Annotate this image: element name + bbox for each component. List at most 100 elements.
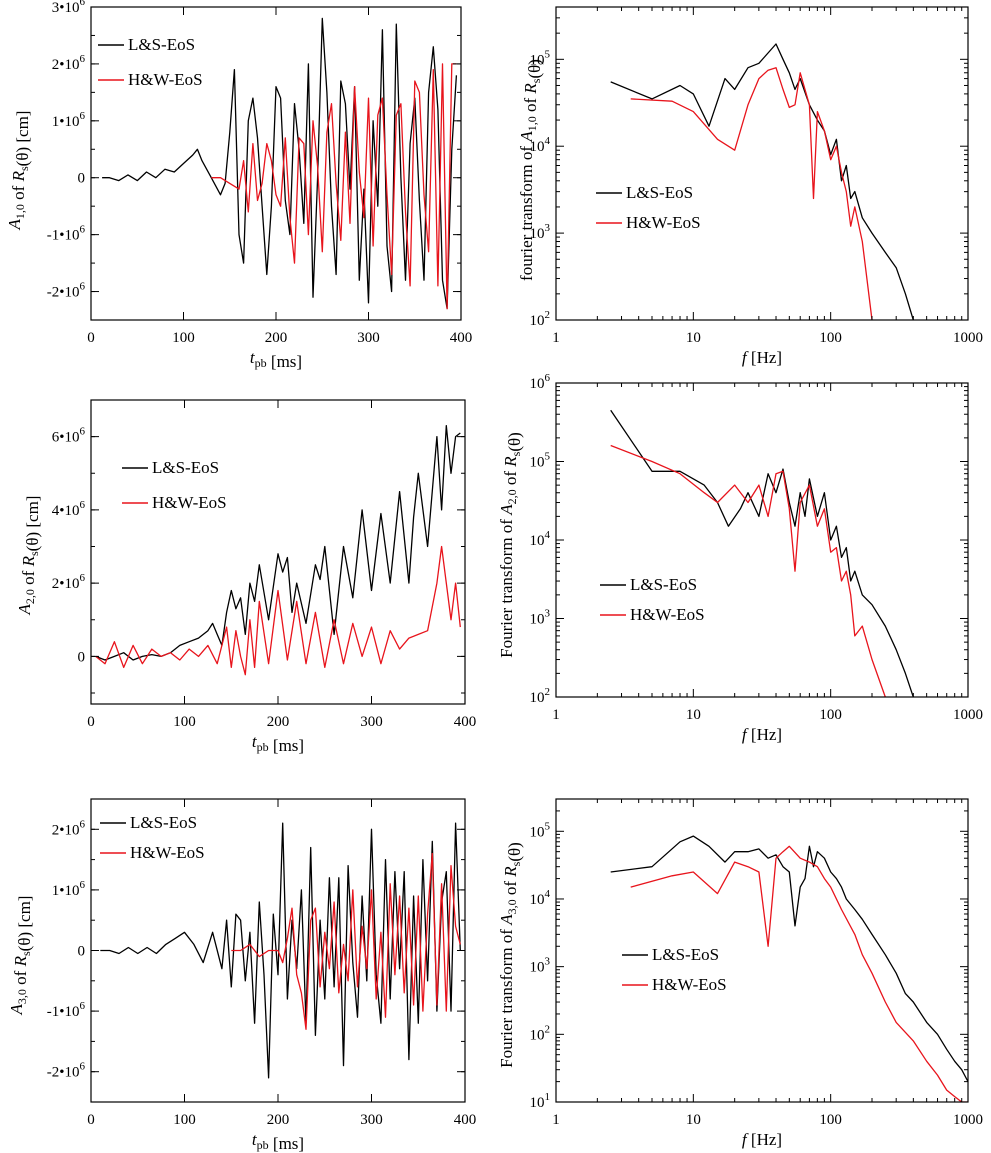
x-tick-label: 100 — [819, 330, 842, 346]
x-axis-label: f [Hz] — [742, 348, 782, 367]
x-tick-label: 200 — [267, 714, 290, 730]
legend-label-ls-eos: L&S-EoS — [652, 945, 719, 964]
legend-label-ls-eos: L&S-EoS — [130, 813, 197, 832]
series-line-hw-eos — [610, 444, 886, 697]
x-axis-label: tpb [ms] — [250, 348, 302, 371]
panel-a20-timeseries: 0 100 200 300 400 0 2•106 4•106 6•106 tpb [ms] A2,… — [15, 399, 477, 755]
x-tick-label: 200 — [267, 1112, 290, 1128]
y-tick-label: 104 — [530, 529, 551, 549]
y-tick-label: 103 — [530, 222, 551, 242]
y-tick-label: -2•106 — [47, 1061, 86, 1081]
y-axis-label: A3,0 of Rs(θ) [cm] — [7, 896, 34, 1016]
legend-label-hw-eos: H&W-EoS — [626, 213, 701, 232]
axes-frame — [555, 798, 969, 1103]
panel-a20-fourier: 1 10 100 1000 102 103 104 105 106 f [Hz] Fourier t… — [497, 372, 983, 744]
x-tick-label: 300 — [357, 330, 380, 346]
y-tick-label: 104 — [530, 135, 551, 155]
legend-label-ls-eos: L&S-EoS — [630, 575, 697, 594]
series-line-ls-eos — [102, 17, 458, 310]
series-line-ls-eos — [100, 822, 461, 1079]
x-tick-label: 1000 — [953, 330, 983, 346]
x-axis-label: tpb [ms] — [252, 1130, 304, 1153]
x-tick-label: 1 — [552, 707, 560, 723]
y-tick-label: 106 — [530, 372, 551, 392]
panel-a30-timeseries: 0 100 200 300 400 -2•106 -1•106 0 1•106 2•106 tpb … — [7, 798, 477, 1153]
x-tick-label: 10 — [686, 1112, 701, 1128]
series-line-hw-eos — [211, 63, 457, 310]
series-line-hw-eos — [630, 845, 968, 1102]
x-tick-label: 400 — [454, 1112, 477, 1128]
series-line-ls-eos — [610, 43, 914, 320]
x-tick-label: 0 — [87, 1112, 95, 1128]
legend-label-hw-eos: H&W-EoS — [630, 605, 705, 624]
series-line-hw-eos — [95, 545, 461, 676]
panel-a10-timeseries: 0 100 200 300 400 -2•106 -1•106 0 1•106 2•106 3•10… — [5, 0, 472, 371]
y-tick-label: 105 — [530, 48, 551, 68]
axes-frame — [555, 6, 969, 321]
x-tick-label: 100 — [173, 714, 196, 730]
x-tick-label: 300 — [360, 714, 383, 730]
y-tick-label: 0 — [78, 944, 86, 960]
y-tick-label: 1•106 — [52, 879, 86, 899]
y-axis-label: Fourier transform of A3,0 of Rs(θ) — [497, 842, 524, 1068]
x-tick-label: 100 — [819, 707, 842, 723]
y-tick-label: 2•106 — [52, 572, 86, 592]
y-tick-label: 0 — [78, 171, 86, 187]
x-tick-label: 100 — [819, 1112, 842, 1128]
y-tick-label: 105 — [530, 451, 551, 471]
y-tick-label: 1•106 — [52, 110, 86, 130]
x-tick-label: 1 — [552, 1112, 560, 1128]
panel-a10-fourier: 1 10 100 1000 102 103 104 105 f [Hz] fourier tran… — [517, 6, 983, 367]
series-line-ls-eos — [610, 835, 968, 1082]
legend-label-hw-eos: H&W-EoS — [152, 493, 227, 512]
y-tick-label: 2•106 — [52, 818, 86, 838]
axes-frame — [555, 382, 969, 698]
x-tick-label: 400 — [450, 330, 473, 346]
x-tick-label: 300 — [360, 1112, 383, 1128]
series-line-ls-eos — [610, 409, 914, 697]
x-tick-label: 200 — [265, 330, 288, 346]
y-axis-label: A2,0 of Rs(θ) [cm] — [15, 496, 42, 616]
x-tick-label: 0 — [87, 330, 95, 346]
x-tick-label: 1000 — [953, 1112, 983, 1128]
legend-label-ls-eos: L&S-EoS — [626, 183, 693, 202]
x-axis-label: f [Hz] — [742, 725, 782, 744]
y-tick-label: 4•106 — [52, 499, 86, 519]
x-axis-label: tpb [ms] — [252, 732, 304, 755]
legend-label-hw-eos: H&W-EoS — [128, 70, 203, 89]
axes-frame — [90, 399, 466, 705]
y-tick-label: 101 — [530, 1091, 551, 1111]
x-tick-label: 0 — [87, 714, 95, 730]
legend-label-hw-eos: H&W-EoS — [130, 843, 205, 862]
y-tick-label: -1•106 — [47, 1000, 86, 1020]
series-line-ls-eos — [95, 424, 461, 661]
y-tick-label: 105 — [530, 820, 551, 840]
y-tick-label: 103 — [530, 956, 551, 976]
x-tick-label: 10 — [686, 707, 701, 723]
legend-label-ls-eos: L&S-EoS — [128, 35, 195, 54]
x-tick-label: 10 — [686, 330, 701, 346]
y-axis-label: fourier transform of A1,0 of Rs(θ) — [517, 59, 544, 281]
x-tick-label: 1 — [552, 330, 560, 346]
legend-label-ls-eos: L&S-EoS — [152, 458, 219, 477]
legend-label-hw-eos: H&W-EoS — [652, 975, 727, 994]
y-tick-label: -1•106 — [47, 224, 86, 244]
series-line-hw-eos — [630, 67, 873, 320]
x-tick-label: 100 — [172, 330, 195, 346]
y-tick-label: 102 — [530, 309, 551, 329]
y-tick-label: 102 — [530, 1023, 551, 1043]
y-tick-label: 2•106 — [52, 53, 86, 73]
y-axis-label: A1,0 of Rs(θ) [cm] — [5, 111, 32, 231]
x-tick-label: 1000 — [953, 707, 983, 723]
y-tick-label: 102 — [530, 686, 551, 706]
y-tick-label: 0 — [78, 649, 86, 665]
y-tick-label: 104 — [530, 888, 551, 908]
y-tick-label: 103 — [530, 608, 551, 628]
x-tick-label: 100 — [173, 1112, 196, 1128]
x-axis-label: f [Hz] — [742, 1130, 782, 1149]
y-tick-label: 3•106 — [52, 0, 86, 16]
x-tick-label: 400 — [454, 714, 477, 730]
panel-a30-fourier: 1 10 100 1000 101 102 103 104 105 f [Hz] Fourier t… — [497, 798, 983, 1149]
series-line-hw-eos — [231, 852, 461, 1030]
